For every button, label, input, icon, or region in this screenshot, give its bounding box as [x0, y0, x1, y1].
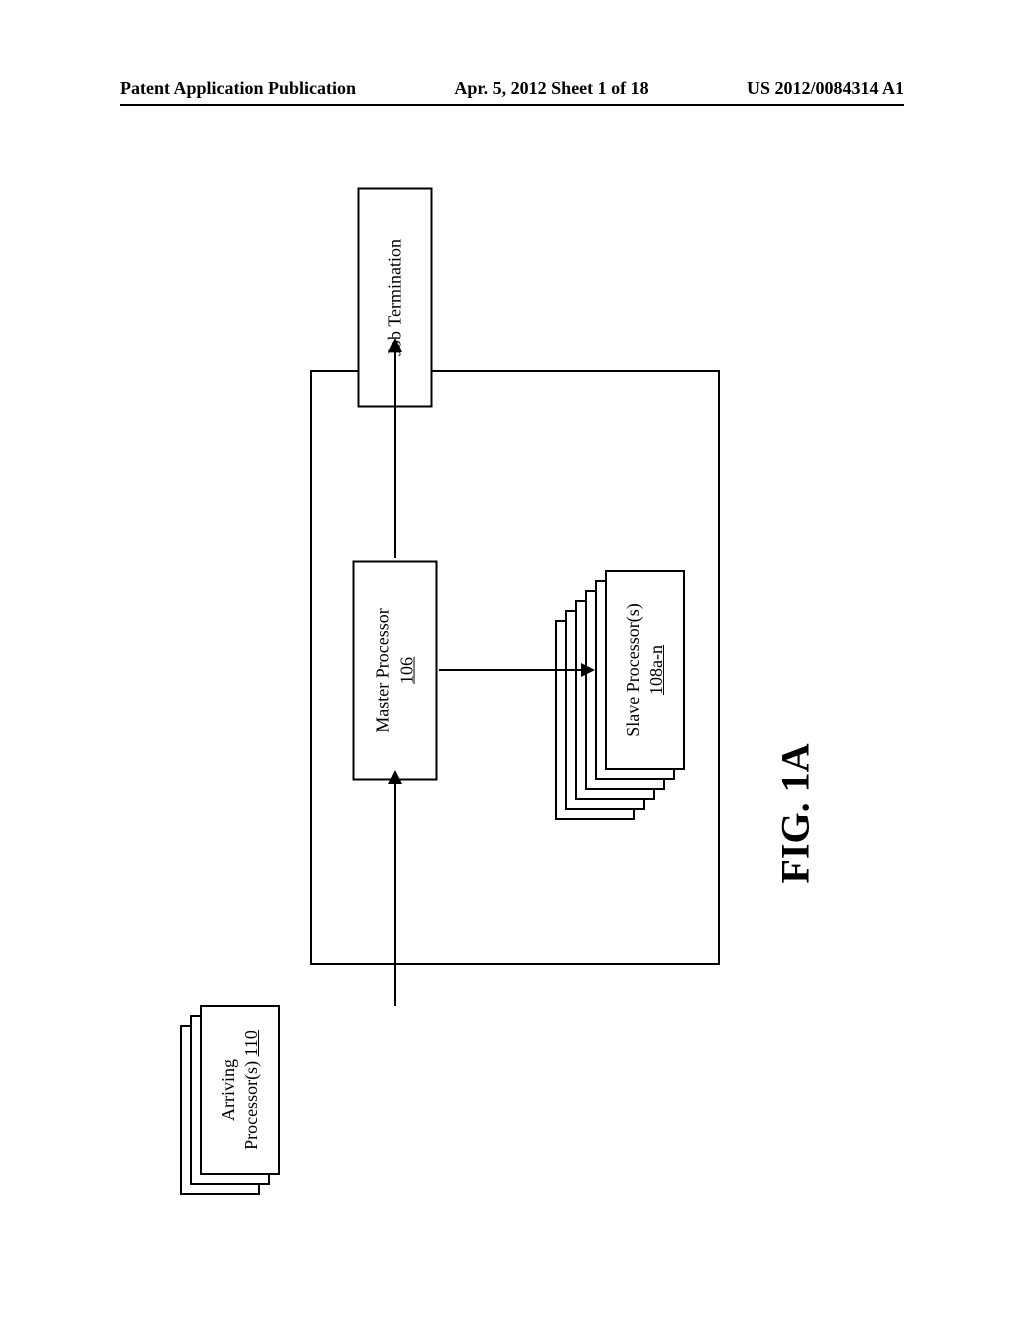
page: Patent Application Publication Apr. 5, 2…: [0, 0, 1024, 1320]
master-processor-box: Master Processor 106: [353, 561, 438, 781]
arrow-arriving-master-head: [388, 770, 402, 784]
header-right: US 2012/0084314 A1: [747, 78, 904, 99]
arrow-arriving-master: [394, 782, 396, 1006]
master-label: Master Processor: [372, 608, 395, 732]
header-center: Apr. 5, 2012 Sheet 1 of 18: [454, 78, 648, 99]
figure-label: FIG. 1A: [772, 744, 819, 884]
slave-label: Slave Processor(s): [622, 603, 645, 736]
slave-processors-box: Slave Processor(s) 108a-n: [605, 570, 685, 770]
page-header: Patent Application Publication Apr. 5, 2…: [0, 78, 1024, 99]
arrow-master-termination-head: [388, 338, 402, 352]
master-ref: 106: [395, 657, 418, 684]
diagram: Arriving Processor(s) 110 Master Process…: [115, 170, 895, 1220]
header-left: Patent Application Publication: [120, 78, 356, 99]
arrow-master-slave-head: [581, 663, 595, 677]
slave-ref: 108a-n: [645, 645, 668, 695]
arrow-master-slave: [439, 669, 583, 671]
header-rule: [120, 104, 904, 106]
arrow-master-termination: [394, 350, 396, 558]
arriving-label: Arriving Processor(s) 110: [217, 1030, 264, 1150]
arriving-ref: 110: [241, 1030, 261, 1056]
arriving-processors-box: Arriving Processor(s) 110: [200, 1005, 280, 1175]
